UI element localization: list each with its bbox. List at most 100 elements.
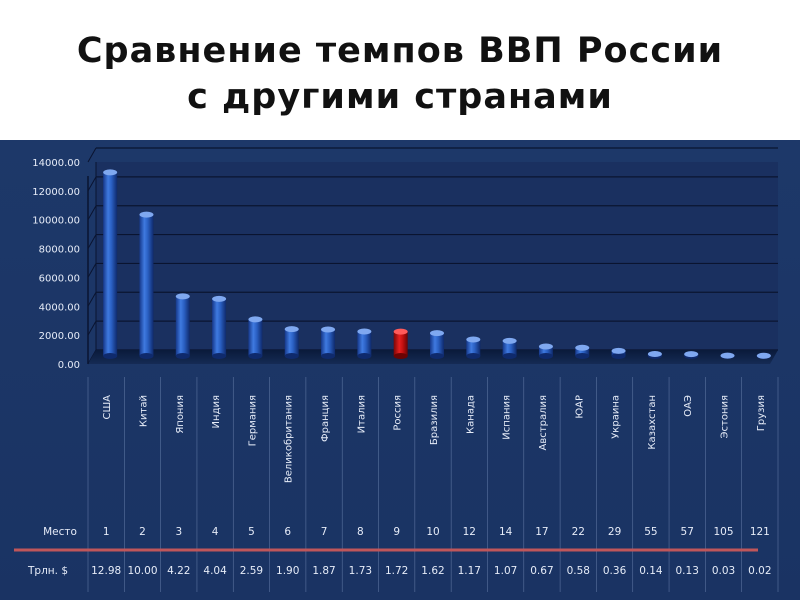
bar-body xyxy=(139,214,154,356)
x-category-label: Грузия xyxy=(756,395,767,431)
bar xyxy=(430,330,444,359)
gdp-value: 1.07 xyxy=(494,565,517,577)
gdp-value: 12.98 xyxy=(91,565,121,577)
rank-value: 6 xyxy=(284,526,291,538)
bar xyxy=(103,169,118,359)
x-category-label: Индия xyxy=(211,395,222,428)
bar xyxy=(357,328,372,359)
y-tick-label: 14000.00 xyxy=(32,158,80,169)
bar-top xyxy=(538,343,553,350)
bar-body xyxy=(248,319,263,356)
y-tick-label: 6000.00 xyxy=(39,273,80,284)
bar-body xyxy=(502,340,517,356)
bar xyxy=(393,328,408,359)
bar-base xyxy=(284,353,299,359)
bar-base xyxy=(393,353,408,359)
rank-value: 105 xyxy=(714,526,734,538)
x-category-label: Испания xyxy=(502,395,513,440)
x-category-label: Германия xyxy=(247,395,258,446)
gdp-value: 2.59 xyxy=(240,565,263,577)
gridline-depth xyxy=(87,263,97,278)
gdp-value: 0.14 xyxy=(639,565,663,577)
y-tick-label: 4000.00 xyxy=(39,302,80,313)
y-tick-label: 10000.00 xyxy=(32,216,80,227)
bar-body xyxy=(175,296,190,356)
rank-value: 3 xyxy=(175,526,182,538)
bar xyxy=(284,326,299,359)
bar xyxy=(466,336,481,359)
bar-body xyxy=(393,331,408,356)
rank-value: 55 xyxy=(644,526,657,538)
gdp-value: 4.22 xyxy=(167,565,190,577)
gdp-value: 1.90 xyxy=(276,565,299,577)
bar xyxy=(139,211,154,359)
bar-top xyxy=(684,351,699,358)
bar-base xyxy=(321,353,336,359)
bar-body xyxy=(430,333,444,356)
rank-value: 10 xyxy=(426,526,439,538)
bar-base xyxy=(139,353,154,359)
gdp-value: 1.72 xyxy=(385,565,408,577)
bar-body xyxy=(212,298,227,356)
bar-top xyxy=(575,344,590,351)
bar-top xyxy=(248,316,263,323)
gdp-value: 0.13 xyxy=(676,565,699,577)
gdp-value: 0.36 xyxy=(603,565,627,577)
bar xyxy=(321,326,336,359)
bar-top xyxy=(103,169,118,176)
gridline-depth xyxy=(87,205,97,220)
x-category-label: Бразилия xyxy=(429,395,440,445)
x-category-label: Япония xyxy=(175,395,186,434)
bar-top xyxy=(284,326,299,333)
y-tick-label: 0.00 xyxy=(58,360,80,371)
rank-value: 14 xyxy=(499,526,513,538)
bar-body xyxy=(575,347,590,356)
gdp-value: 0.58 xyxy=(567,565,590,577)
bar-base xyxy=(212,353,227,359)
bar-top xyxy=(756,352,771,359)
gdp-value: 1.62 xyxy=(421,565,444,577)
bar-body xyxy=(466,339,481,356)
rank-value: 8 xyxy=(357,526,364,538)
bar-base xyxy=(466,353,481,359)
rank-value: 5 xyxy=(248,526,255,538)
bar-body xyxy=(357,331,372,356)
bar-base xyxy=(357,353,372,359)
rank-value: 1 xyxy=(103,526,110,538)
bar-top xyxy=(393,328,408,335)
bar xyxy=(212,295,227,359)
bar-top xyxy=(430,330,444,337)
rank-value: 12 xyxy=(463,526,476,538)
x-category-label: Казахстан xyxy=(647,395,658,450)
bar-base xyxy=(430,353,444,359)
bar-top xyxy=(139,211,154,218)
bar xyxy=(575,344,590,359)
bar-body xyxy=(103,172,118,356)
x-category-label: Эстония xyxy=(720,395,731,438)
bar-top xyxy=(212,295,227,302)
y-tick-label: 8000.00 xyxy=(39,245,80,256)
bar-top xyxy=(357,328,372,335)
gridline-depth xyxy=(87,234,97,249)
bar-body xyxy=(284,329,299,356)
gridline-depth xyxy=(87,176,97,192)
x-category-label: Великобритания xyxy=(284,395,295,483)
gdp-chart: 0.00 2000.00 4000.00 6000.00 8000.00 10000.00… xyxy=(14,147,779,592)
bar-body xyxy=(538,346,553,356)
rank-value: 121 xyxy=(750,526,770,538)
bar-top xyxy=(466,336,481,343)
rank-value: 2 xyxy=(139,526,146,538)
gdp-value: 1.73 xyxy=(349,565,372,577)
bar-top xyxy=(321,326,336,333)
bar xyxy=(720,352,735,359)
x-category-label: Украина xyxy=(611,395,622,439)
bar-base xyxy=(575,353,590,359)
bar xyxy=(611,347,626,359)
bar-top xyxy=(647,351,662,358)
bar-top xyxy=(611,347,626,354)
rank-row-label: Место xyxy=(43,526,77,538)
bar xyxy=(647,351,662,359)
bar-base xyxy=(502,353,517,359)
slide-title-line-2: с другими странами xyxy=(187,77,613,117)
bar-base xyxy=(538,353,553,359)
